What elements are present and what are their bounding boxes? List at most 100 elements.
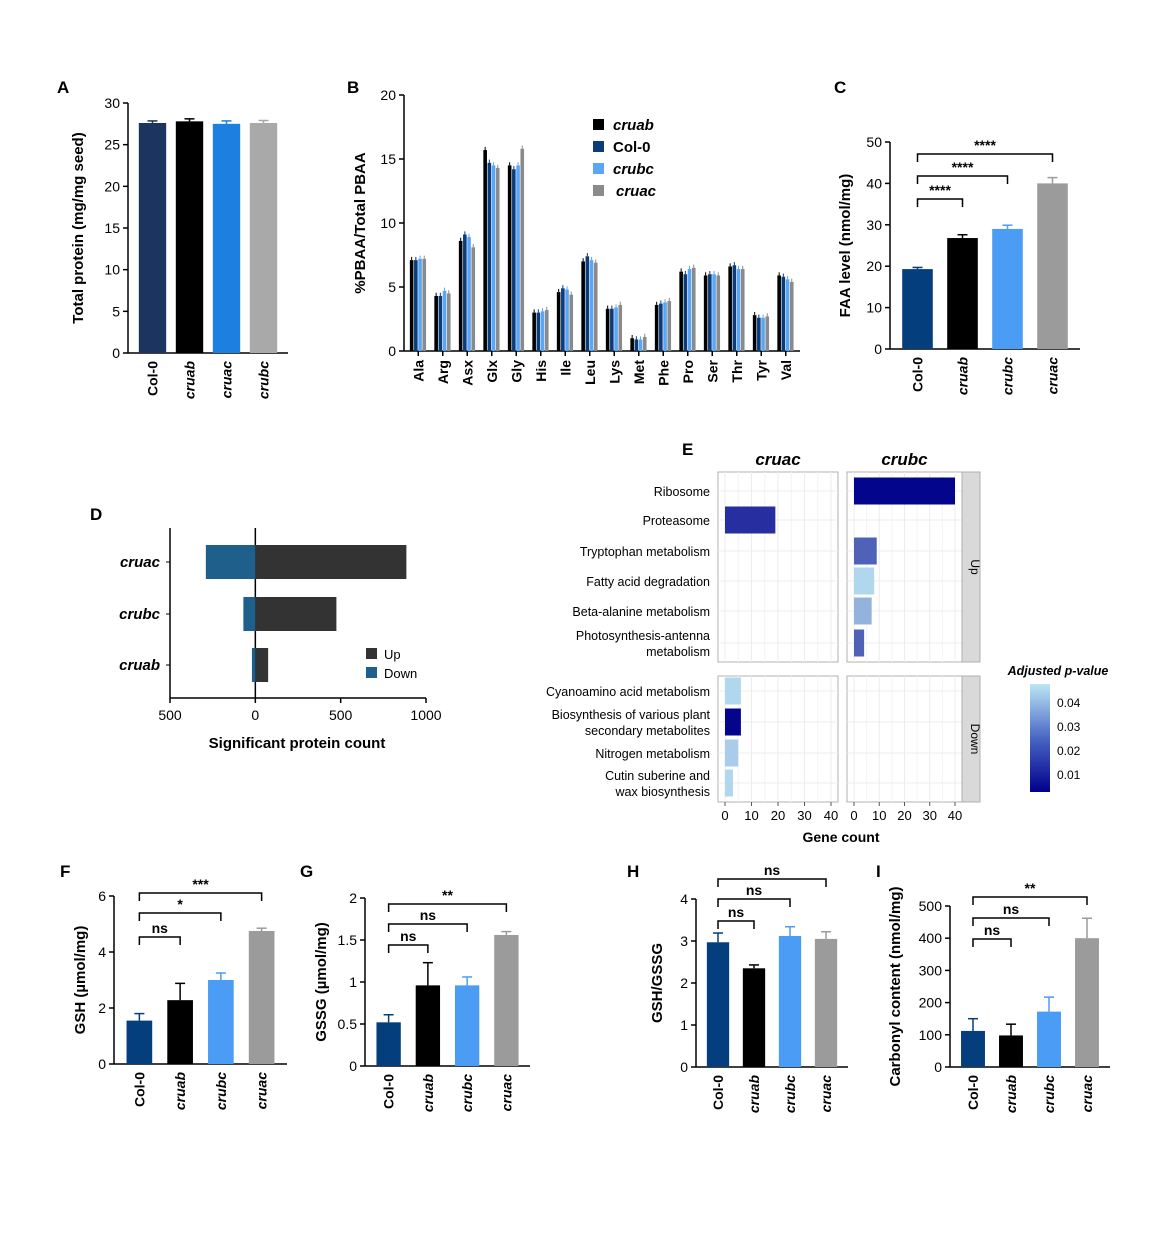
legend-label-cruab: cruab bbox=[613, 117, 654, 134]
x-tick-label-Glx: Glx bbox=[484, 360, 500, 383]
term-label: Ribosome bbox=[654, 485, 710, 499]
x-tick-label-cruab: cruab bbox=[182, 361, 198, 400]
x-tick-label-cruac: cruac bbox=[498, 1074, 514, 1112]
y-tick-label: 0 bbox=[388, 343, 396, 359]
bar-Thr-Col-0 bbox=[732, 265, 737, 351]
bar-Ala-Col-0 bbox=[414, 260, 418, 351]
bar-Ser-Col-0 bbox=[708, 274, 712, 351]
x-tick-label-cruab: cruab bbox=[1003, 1075, 1019, 1114]
bar-Gly-Col-0 bbox=[512, 169, 516, 351]
significance-label: ns bbox=[400, 928, 417, 944]
y-axis-label: FAA level (nmol/mg) bbox=[837, 174, 854, 318]
x-tick-label: 500 bbox=[329, 707, 353, 723]
x-tick-label-Ala: Ala bbox=[410, 360, 426, 382]
x-tick-label-Col-0: Col-0 bbox=[131, 1072, 147, 1107]
bar-Col-0 bbox=[138, 123, 167, 353]
y-tick-label: 3 bbox=[680, 933, 688, 949]
bar-Val-cruab bbox=[777, 275, 781, 351]
x-tick-label-cruac: cruac bbox=[1045, 357, 1061, 395]
x-tick-label: 1000 bbox=[410, 707, 441, 723]
bar-Phe-Col-0 bbox=[659, 303, 663, 351]
colorbar bbox=[1030, 684, 1050, 792]
y-tick-label: 4 bbox=[680, 891, 688, 907]
bar-Leu-cruac bbox=[593, 262, 598, 351]
enrichment-bar bbox=[725, 677, 741, 705]
bar-crubc bbox=[1037, 1011, 1061, 1067]
bar-Pro-Col-0 bbox=[683, 274, 688, 351]
bar-cruac bbox=[814, 938, 838, 1067]
y-tick-label: 10 bbox=[104, 262, 120, 278]
bar-Asx-crubc bbox=[467, 237, 471, 351]
y-tick-label: 100 bbox=[919, 1027, 943, 1043]
facet-strip-Down bbox=[961, 675, 981, 803]
significance-label: ns bbox=[984, 922, 1001, 938]
y-tick-label: 0 bbox=[98, 1056, 106, 1072]
bar-Leu-cruab bbox=[581, 261, 585, 351]
bar-cruac bbox=[248, 931, 275, 1064]
bar-His-cruab bbox=[532, 312, 536, 351]
x-tick-label-crubc: crubc bbox=[213, 1072, 229, 1110]
y-tick-label: 5 bbox=[112, 303, 120, 319]
panel-label-F: F bbox=[60, 862, 70, 881]
bar-Glx-cruab bbox=[483, 150, 487, 351]
x-tick-label-Col-0: Col-0 bbox=[145, 361, 161, 396]
y-tick-label: 0.5 bbox=[338, 1016, 358, 1032]
panel-label-A: A bbox=[57, 78, 69, 97]
panel-C-chart: 0 10 20 30 40 50 FAA level (nmol/mg) Col-0 cruab… bbox=[837, 134, 1080, 395]
y-axis-label: Carbonyl content (nmol/mg) bbox=[887, 887, 904, 1087]
y-tick-label: 1 bbox=[680, 1017, 688, 1033]
x-tick-label-cruac: cruac bbox=[254, 1072, 270, 1110]
legend-label-cruac: cruac bbox=[616, 183, 657, 200]
panel-F-chart: 0 2 4 6 GSH (µmol/mg) Col-0 cruab crubc cruac ns *… bbox=[72, 876, 287, 1110]
bar-cruab-Up bbox=[255, 648, 269, 682]
y-tick-label: 50 bbox=[866, 134, 882, 150]
bar-Ser-cruac bbox=[716, 275, 721, 351]
bar-Col-0 bbox=[961, 1030, 985, 1067]
bar-Val-Col-0 bbox=[781, 276, 786, 351]
y-tick-label: 20 bbox=[104, 178, 120, 194]
significance-label: ns bbox=[152, 920, 169, 936]
bar-Thr-cruac bbox=[740, 269, 745, 351]
x-tick-label-cruab: cruab bbox=[420, 1074, 436, 1113]
bar-Arg-cruab bbox=[434, 295, 438, 351]
bar-Asx-cruab bbox=[458, 240, 463, 351]
legend-label-Col-0: Col-0 bbox=[613, 139, 651, 156]
bar-Ile-cruac bbox=[569, 294, 574, 351]
panel-D-chart: 500 0 500 1000 Significant protein count crua… bbox=[119, 528, 442, 752]
significance-label: **** bbox=[929, 182, 951, 198]
bar-Pro-crubc bbox=[687, 269, 692, 351]
bar-cruab-Down bbox=[251, 648, 256, 682]
enrichment-bar bbox=[725, 708, 741, 736]
y-tick-label: 0 bbox=[680, 1059, 688, 1075]
bar-His-crubc bbox=[540, 311, 545, 351]
y-tick-label: 300 bbox=[919, 962, 943, 978]
legend-swatch-Down bbox=[366, 667, 377, 678]
bar-Pro-cruab bbox=[679, 271, 683, 351]
bar-crubc bbox=[778, 935, 802, 1067]
significance-bracket bbox=[717, 878, 827, 887]
x-tick-label: 10 bbox=[872, 808, 886, 823]
significance-bracket bbox=[916, 153, 1054, 162]
bar-Arg-cruac bbox=[446, 293, 451, 351]
significance-label: *** bbox=[192, 876, 209, 892]
y-tick-label: 2 bbox=[680, 975, 688, 991]
significance-label: **** bbox=[952, 159, 974, 175]
facet-header-crubc: crubc bbox=[881, 450, 928, 469]
x-tick-label: 0 bbox=[850, 808, 857, 823]
bar-cruac bbox=[1037, 183, 1068, 349]
panel-label-G: G bbox=[300, 862, 313, 881]
significance-bracket bbox=[916, 198, 964, 207]
y-axis-label: GSH/GSSG bbox=[649, 943, 666, 1023]
panel-E-chart: cruac crubc Up Down Ribosome Proteasome Trypto… bbox=[546, 450, 1108, 845]
term-label: Fatty acid degradation bbox=[586, 575, 710, 589]
x-tick-label-crubc: crubc bbox=[1000, 357, 1016, 395]
x-tick-label-Tyr: Tyr bbox=[753, 359, 769, 380]
bar-Gly-cruab bbox=[507, 165, 512, 351]
y-tick-label: 2 bbox=[349, 890, 357, 906]
x-tick-label: 0 bbox=[251, 707, 259, 723]
y-tick-label: 0 bbox=[874, 341, 882, 357]
panel-label-H: H bbox=[627, 862, 639, 881]
bar-Lys-crubc bbox=[614, 307, 618, 351]
x-tick-label: 30 bbox=[923, 808, 937, 823]
